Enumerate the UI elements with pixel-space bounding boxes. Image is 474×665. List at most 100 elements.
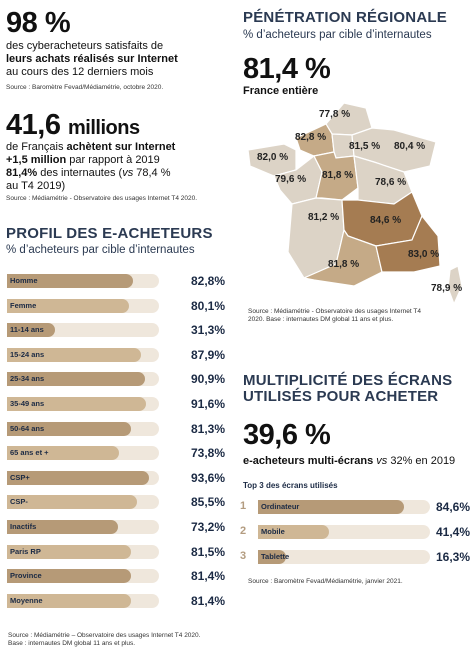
bar-category-label: Homme	[10, 276, 38, 285]
penetration-title: PÉNÉTRATION RÉGIONALE	[243, 9, 447, 26]
bar-value-label: 73,2%	[190, 520, 225, 534]
bar-row: 25-34 ans 90,9%	[0, 372, 225, 387]
bar	[7, 544, 131, 559]
bar	[258, 525, 330, 539]
bar-track	[258, 550, 430, 564]
stat2-source: Source : Médiamétrie - Observatoire des …	[6, 195, 198, 202]
bar-category-label: Mobile	[261, 527, 285, 536]
bar	[7, 495, 137, 510]
ecrans-bar-chart: 1 Ordinateur 84,6% 2 Mobile 41,4% 3 Tablette 16,…	[240, 500, 472, 572]
bar-category-label: Province	[10, 571, 42, 581]
map-label-bourgogne: 78,6 %	[375, 177, 407, 188]
bar	[7, 569, 131, 584]
bar-value-label: 31,3%	[190, 323, 225, 338]
bar-row: 15-24 ans 87,9%	[0, 347, 225, 362]
bar-row: 50-64 ans 81,3%	[0, 421, 225, 436]
bar-category-label: 11-14 ans	[10, 325, 44, 335]
map-label-corse: 78,9 %	[431, 283, 463, 294]
bar-category-label: Tablette	[261, 552, 290, 561]
bar-row: 1 Ordinateur 84,6%	[240, 500, 470, 514]
ecrans-value-label: e-acheteurs multi-écrans vs 32% en 2019	[243, 455, 456, 467]
bar-row: 3 Tablette 16,3%	[240, 550, 470, 564]
bar-row: 35-49 ans 91,6%	[0, 397, 225, 411]
bar	[7, 347, 141, 362]
bar	[7, 520, 119, 534]
penetration-source: Source : Médiamétrie - Observatoire des …	[248, 308, 421, 323]
bar-value-label: 85,5%	[190, 495, 225, 510]
stat1-line2: leurs achats réalisés sur Internet	[6, 53, 178, 65]
ecrans-value: 39,6 %	[243, 419, 331, 451]
stat2-line1: de Français achètent sur Internet	[6, 141, 176, 153]
stat2-line3: 81,4% des internautes (vs 78,4 %	[6, 167, 171, 179]
bar	[7, 274, 133, 288]
stat2-number: 41,6	[6, 109, 61, 141]
bar	[7, 446, 120, 461]
stat2-line2: +1,5 million par rapport à 2019	[6, 154, 160, 166]
stat2-line4: au T4 2019)	[6, 180, 66, 192]
bar-row: Province 81,4%	[0, 569, 225, 584]
bar	[7, 397, 147, 411]
bar-value-label: 81,3%	[190, 421, 225, 436]
bar-category-label: Inactifs	[10, 522, 37, 531]
stat1-text: des cyberacheteurs satisfaits de leurs a…	[6, 40, 236, 79]
bar-value-label: 81,4%	[190, 593, 225, 608]
bar-category-label: 25-34 ans	[10, 374, 45, 384]
bar	[258, 500, 404, 514]
rank-number: 1	[240, 500, 247, 512]
penetration-value-label: France entière	[243, 85, 319, 97]
bar	[7, 323, 55, 338]
map-label-grand-est: 80,4 %	[394, 141, 426, 152]
map-label-normandie: 82,8 %	[295, 132, 327, 143]
bar	[7, 298, 129, 313]
bar-row: 11-14 ans 31,3%	[0, 323, 225, 338]
bar-row: CSP+ 93,6%	[0, 470, 225, 485]
bar-category-label: Ordinateur	[261, 502, 300, 511]
stat1-value: 98 %	[6, 7, 71, 39]
bar-value-label: 73,8%	[190, 446, 225, 461]
map-label-paca: 83,0 %	[408, 249, 440, 260]
map-label-ile-de-france: 81,5 %	[349, 141, 381, 152]
stat2-text: de Français achètent sur Internet +1,5 m…	[6, 141, 236, 193]
profil-bar-chart: Homme 82,8% Femme 80,1% 11-14 ans 31,3% 15-24 …	[0, 274, 228, 620]
ecrans-source: Source : Baromètre Fevad/Médiamétrie, ja…	[248, 578, 403, 585]
bar-row: Moyenne 81,4%	[0, 593, 225, 608]
profil-subtitle: % d’acheteurs par cible d’internautes	[6, 244, 195, 256]
region-corse	[447, 265, 463, 306]
bar-category-label: CSP+	[10, 472, 30, 482]
bar-category-label: Moyenne	[10, 595, 43, 605]
stat1-line1: des cyberacheteurs satisfaits de	[6, 40, 164, 52]
rank-number: 2	[240, 525, 247, 537]
bar-category-label: CSP-	[10, 497, 28, 507]
bar-value-label: 41,4%	[435, 525, 470, 539]
bar-row: Inactifs 73,2%	[0, 520, 225, 534]
profil-source: Source : Médiamétrie – Observatoire des …	[8, 632, 201, 647]
penetration-subtitle: % d’acheteurs par cible d’internautes	[243, 29, 432, 41]
rank-number: 3	[240, 550, 247, 562]
ecrans-title: MULTIPLICITÉ DES ÉCRANS UTILISÉS POUR AC…	[243, 373, 452, 405]
bar-category-label: 65 ans et +	[10, 448, 49, 458]
bar-value-label: 90,9%	[190, 372, 225, 387]
top3-title: Top 3 des écrans utilisés	[243, 481, 338, 490]
bar	[7, 421, 131, 436]
stat2-value: 41,6 millions	[6, 110, 140, 143]
map-label-bretagne: 82,0 %	[257, 152, 289, 163]
bar-category-label: Femme	[10, 300, 37, 310]
bar-row: 65 ans et + 73,8%	[0, 446, 225, 461]
map-label-nouvelle-aquitaine: 81,2 %	[308, 212, 340, 223]
bar-value-label: 82,8%	[190, 274, 225, 288]
france-map	[247, 102, 463, 306]
bar-value-label: 81,4%	[190, 569, 225, 584]
bar-value-label: 81,5%	[190, 544, 225, 559]
region-centre-val-de-loire	[313, 151, 359, 201]
stat2-unit: millions	[68, 117, 140, 139]
bar-row: Homme 82,8%	[0, 274, 225, 288]
stat1-line3: au cours des 12 derniers mois	[6, 66, 154, 78]
ecrans-title-line1: MULTIPLICITÉ DES ÉCRANS	[243, 372, 453, 389]
map-label-pays-de-la-loire: 79,6 %	[275, 174, 307, 185]
bar-category-label: 35-49 ans	[10, 399, 45, 408]
bar-value-label: 80,1%	[190, 298, 225, 313]
map-label-occitanie: 81,8 %	[328, 259, 360, 270]
bar-value-label: 87,9%	[190, 347, 225, 362]
bar-row: CSP- 85,5%	[0, 495, 225, 510]
bar	[258, 550, 287, 564]
